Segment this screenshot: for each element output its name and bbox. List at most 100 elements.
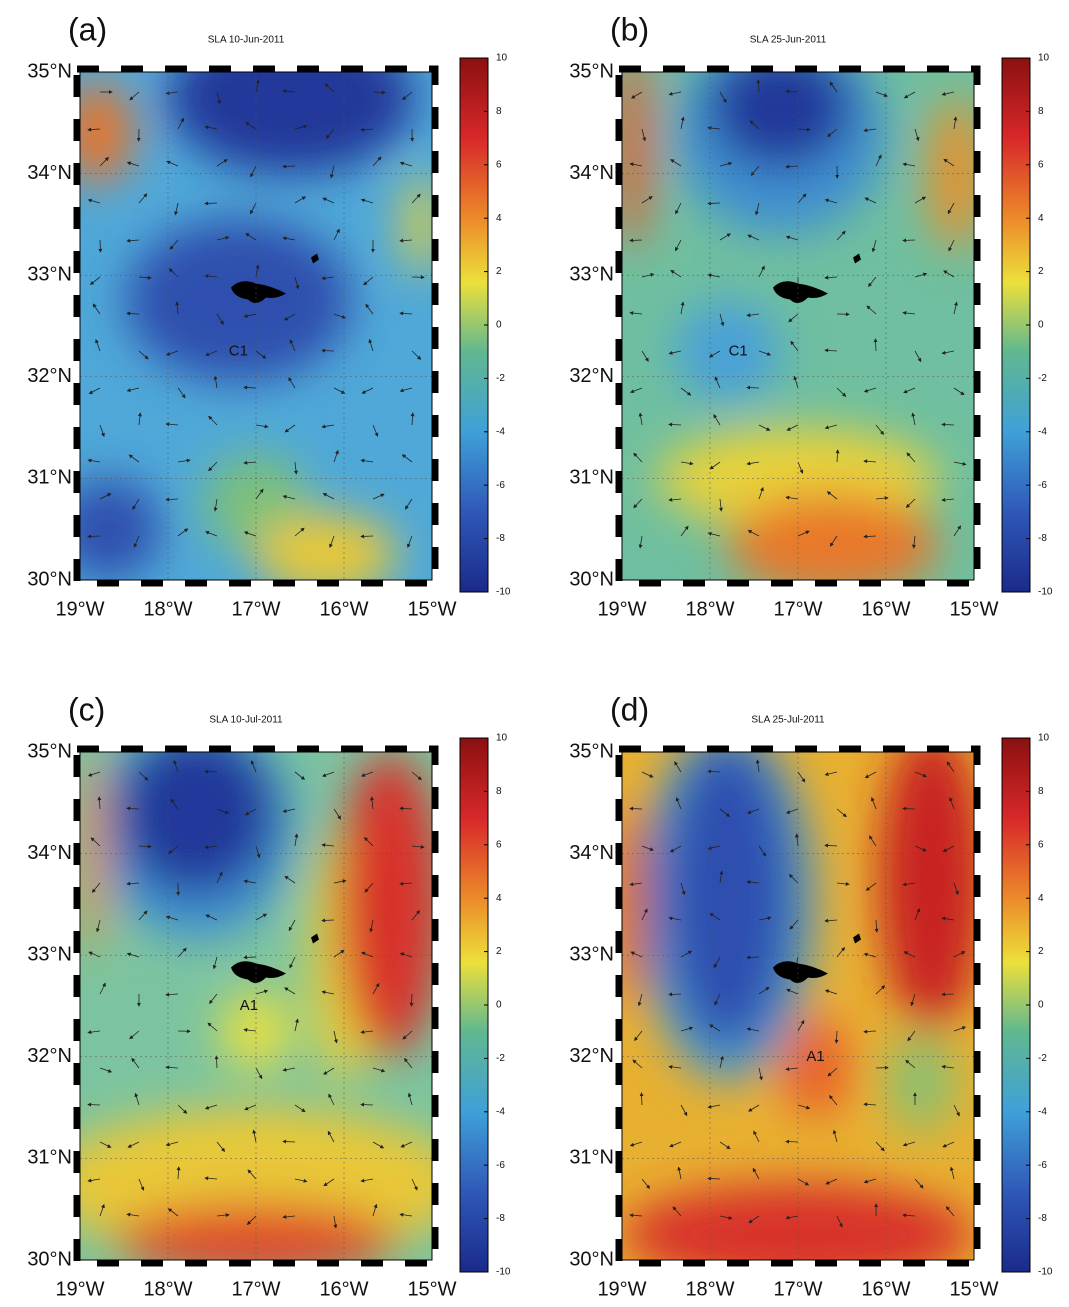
- sla-field: [622, 752, 974, 1260]
- field-blob: [118, 752, 274, 895]
- velocity-arrow: [953, 116, 958, 130]
- field-blobs: [80, 72, 432, 580]
- colorbar-tick-label: -2: [1038, 373, 1047, 384]
- velocity-arrow: [753, 1130, 760, 1143]
- velocity-arrow: [247, 1169, 257, 1180]
- velocity-arrow: [284, 875, 296, 884]
- velocity-arrow: [128, 454, 140, 463]
- velocity-arrow: [641, 350, 649, 362]
- colorbar-tick-label: -10: [496, 587, 511, 598]
- velocity-arrow: [216, 1141, 226, 1152]
- colorbar-tick-label: -6: [496, 1160, 505, 1171]
- velocity-arrow: [629, 162, 643, 167]
- lon-tick-label: 18°W: [143, 1278, 192, 1300]
- velocity-arrow: [875, 1141, 885, 1152]
- velocity-arrow: [670, 270, 682, 278]
- lon-tick-label: 15°W: [949, 598, 998, 620]
- velocity-arrow: [99, 424, 105, 438]
- velocity-arrow: [169, 239, 179, 250]
- colorbar-tick-label: 0: [496, 320, 502, 331]
- lat-tick-label: 32°N: [569, 365, 614, 387]
- velocity-arrow: [333, 1215, 338, 1229]
- velocity-arrow: [707, 531, 721, 537]
- velocity-arrow: [639, 1092, 644, 1106]
- velocity-arrow: [785, 495, 799, 500]
- velocity-arrow: [321, 424, 335, 429]
- velocity-arrow: [216, 236, 230, 241]
- velocity-arrow: [786, 988, 799, 995]
- velocity-arrow: [707, 845, 721, 850]
- velocity-arrow: [97, 796, 102, 810]
- velocity-arrow: [138, 193, 148, 204]
- velocity-arrow: [943, 270, 955, 278]
- colorbar-tick-label: 0: [496, 1000, 502, 1011]
- velocity-arrow: [829, 81, 838, 93]
- velocity-arrow: [836, 881, 850, 886]
- velocity-arrow: [372, 982, 380, 995]
- velocity-arrow: [361, 951, 374, 958]
- velocity-arrow: [372, 1141, 385, 1149]
- velocity-arrow: [399, 311, 413, 316]
- velocity-arrow: [216, 313, 224, 325]
- colorbar: [459, 57, 489, 593]
- velocity-arrow: [244, 1104, 257, 1111]
- velocity-arrow: [205, 350, 218, 357]
- velocity-arrow: [953, 951, 966, 958]
- velocity-arrow: [836, 387, 847, 397]
- velocity-arrow: [216, 871, 223, 884]
- map-frame: [615, 65, 981, 587]
- velocity-arrow: [949, 1166, 955, 1180]
- velocity-arrow: [713, 414, 721, 426]
- velocity-arrow: [797, 1019, 805, 1032]
- velocity-arrow: [634, 1030, 643, 1042]
- velocity-arrow: [863, 952, 877, 958]
- velocity-arrow: [327, 1130, 335, 1143]
- velocity-arrow: [212, 956, 218, 970]
- velocity-arrow: [941, 422, 955, 427]
- velocity-arrow: [368, 338, 374, 352]
- velocity-arrow: [788, 874, 799, 884]
- lon-tick-label: 19°W: [55, 1278, 104, 1300]
- velocity-arrow: [914, 196, 927, 204]
- velocity-arrow: [126, 387, 140, 393]
- eddy-label: C1: [229, 342, 248, 359]
- velocity-arrow: [902, 238, 916, 243]
- velocity-arrow: [99, 1203, 105, 1217]
- velocity-arrow: [207, 1022, 218, 1032]
- velocity-arrow: [907, 1030, 916, 1042]
- velocity-arrow: [177, 528, 189, 537]
- panel-label: (d): [610, 691, 649, 727]
- velocity-arrow: [630, 951, 643, 958]
- lat-tick-label: 32°N: [27, 1045, 72, 1067]
- velocity-arrow: [942, 1141, 955, 1148]
- velocity-arrow: [914, 128, 920, 142]
- velocity-arrow: [824, 918, 838, 923]
- colorbar-tick-label: 4: [1038, 213, 1044, 224]
- velocity-arrow: [914, 350, 922, 363]
- velocity-arrow: [372, 493, 385, 500]
- colorbar-tick-label: 8: [1038, 106, 1044, 117]
- velocity-arrow: [873, 338, 878, 352]
- velocity-arrow: [402, 1030, 413, 1040]
- colorbar-tick-label: 2: [496, 946, 502, 957]
- velocity-arrow: [668, 497, 682, 502]
- velocity-arrow: [719, 1215, 733, 1220]
- field-blob: [80, 478, 161, 580]
- map-frame: [73, 65, 439, 587]
- velocity-arrow: [836, 808, 847, 818]
- velocity-arrow: [372, 1067, 386, 1073]
- velocity-arrow: [747, 808, 760, 814]
- velocity-arrow: [714, 376, 721, 389]
- velocity-arrow: [641, 908, 648, 921]
- lon-tick-label: 18°W: [143, 598, 192, 620]
- velocity-arrow: [282, 1139, 296, 1144]
- velocity-arrow: [863, 128, 877, 133]
- velocity-arrow: [165, 422, 179, 427]
- velocity-arrow: [836, 1215, 843, 1228]
- velocity-arrow: [409, 993, 414, 1007]
- colorbar-tick-label: 2: [496, 266, 502, 277]
- velocity-arrow: [89, 276, 101, 285]
- velocity-arrow: [832, 1129, 838, 1143]
- velocity-arrow: [874, 919, 879, 933]
- velocity-arrow: [134, 1092, 140, 1106]
